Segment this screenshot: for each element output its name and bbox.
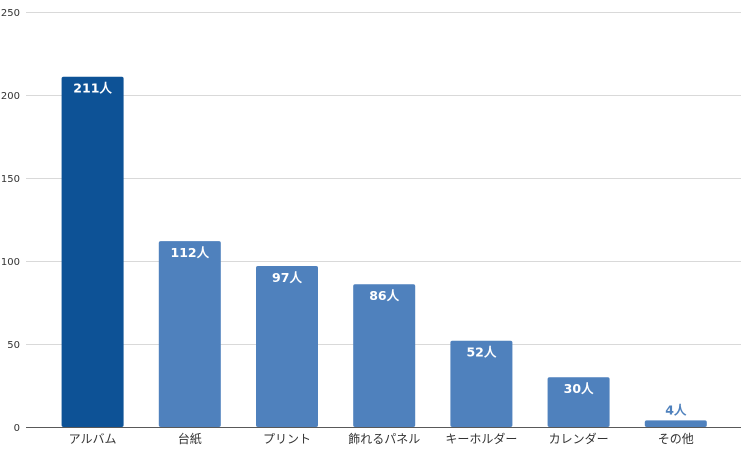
x-category-label: アルバム bbox=[69, 432, 117, 446]
y-tick-label: 250 bbox=[1, 8, 20, 19]
y-tick-label: 100 bbox=[1, 257, 20, 268]
bar-0 bbox=[61, 76, 124, 427]
gridlines bbox=[26, 12, 741, 345]
y-tick-label: 50 bbox=[7, 340, 20, 351]
bars bbox=[61, 76, 707, 427]
bar-3 bbox=[353, 284, 416, 427]
x-category-label: その他 bbox=[658, 432, 694, 446]
bar-value-labels: 211人 112人 97人 86人 52人 30人 4人 bbox=[73, 81, 687, 418]
x-category-label: プリント bbox=[263, 432, 311, 446]
bar-value-label: 97人 bbox=[272, 270, 302, 285]
y-tick-label: 150 bbox=[1, 174, 20, 185]
x-category-label: カレンダー bbox=[549, 431, 609, 446]
bar-5 bbox=[547, 377, 610, 427]
bar-value-label: 30人 bbox=[564, 381, 594, 396]
x-axis-categories: アルバム 台紙 プリント 飾れるパネル キーホルダー カレンダー その他 bbox=[69, 431, 694, 446]
bar-value-label: 112人 bbox=[171, 245, 210, 260]
bar-1 bbox=[158, 241, 221, 427]
bar-value-label: 211人 bbox=[73, 81, 112, 96]
y-axis-ticks: 0 50 100 150 200 250 bbox=[1, 8, 20, 434]
bar-2 bbox=[256, 266, 318, 427]
bar-6 bbox=[644, 420, 707, 427]
bar-value-label: 4人 bbox=[665, 402, 687, 417]
x-category-label: 飾れるパネル bbox=[348, 432, 420, 446]
y-tick-label: 0 bbox=[14, 423, 20, 434]
bar-value-label: 86人 bbox=[369, 288, 399, 303]
y-tick-label: 200 bbox=[1, 91, 20, 102]
bar-4 bbox=[450, 340, 513, 427]
bar-value-label: 52人 bbox=[466, 345, 496, 360]
x-category-label: 台紙 bbox=[178, 431, 202, 446]
x-category-label: キーホルダー bbox=[445, 431, 517, 446]
